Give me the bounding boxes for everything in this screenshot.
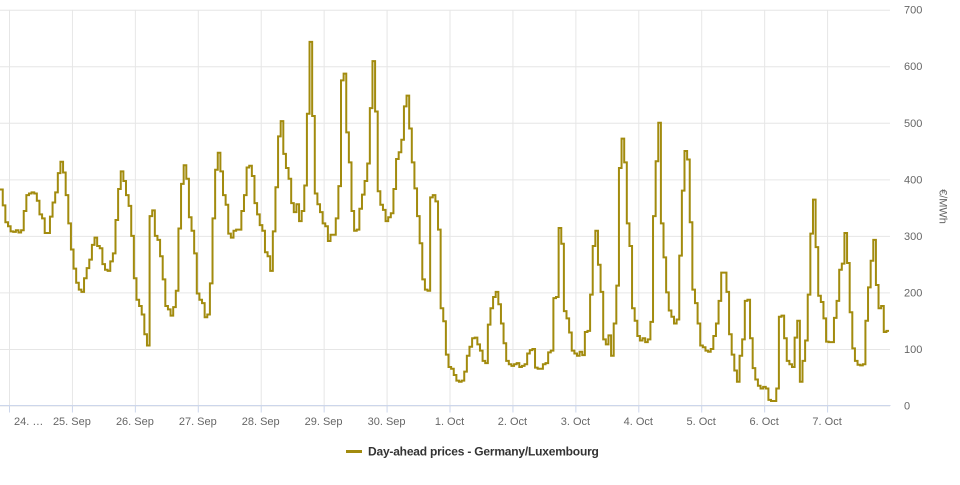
svg-text:600: 600 bbox=[904, 61, 922, 73]
svg-text:30. Sep: 30. Sep bbox=[368, 416, 406, 428]
svg-text:24. …: 24. … bbox=[14, 416, 43, 428]
svg-text:29. Sep: 29. Sep bbox=[305, 416, 343, 428]
svg-text:28. Sep: 28. Sep bbox=[242, 416, 280, 428]
svg-text:300: 300 bbox=[904, 231, 922, 243]
svg-text:1. Oct: 1. Oct bbox=[435, 416, 464, 428]
svg-text:2. Oct: 2. Oct bbox=[498, 416, 527, 428]
svg-text:Day-ahead prices - Germany/Lux: Day-ahead prices - Germany/Luxembourg bbox=[368, 445, 599, 459]
svg-text:26. Sep: 26. Sep bbox=[116, 416, 154, 428]
svg-text:7. Oct: 7. Oct bbox=[812, 416, 841, 428]
svg-text:3. Oct: 3. Oct bbox=[561, 416, 590, 428]
svg-text:100: 100 bbox=[904, 344, 922, 356]
svg-text:4. Oct: 4. Oct bbox=[624, 416, 653, 428]
svg-text:200: 200 bbox=[904, 287, 922, 299]
svg-text:500: 500 bbox=[904, 118, 922, 130]
svg-text:700: 700 bbox=[904, 5, 922, 17]
svg-text:6. Oct: 6. Oct bbox=[750, 416, 779, 428]
svg-text:0: 0 bbox=[904, 401, 910, 413]
svg-text:€/MWh: €/MWh bbox=[937, 189, 949, 224]
svg-text:400: 400 bbox=[904, 174, 922, 186]
svg-text:25. Sep: 25. Sep bbox=[53, 416, 91, 428]
svg-text:27. Sep: 27. Sep bbox=[179, 416, 217, 428]
svg-text:5. Oct: 5. Oct bbox=[687, 416, 716, 428]
